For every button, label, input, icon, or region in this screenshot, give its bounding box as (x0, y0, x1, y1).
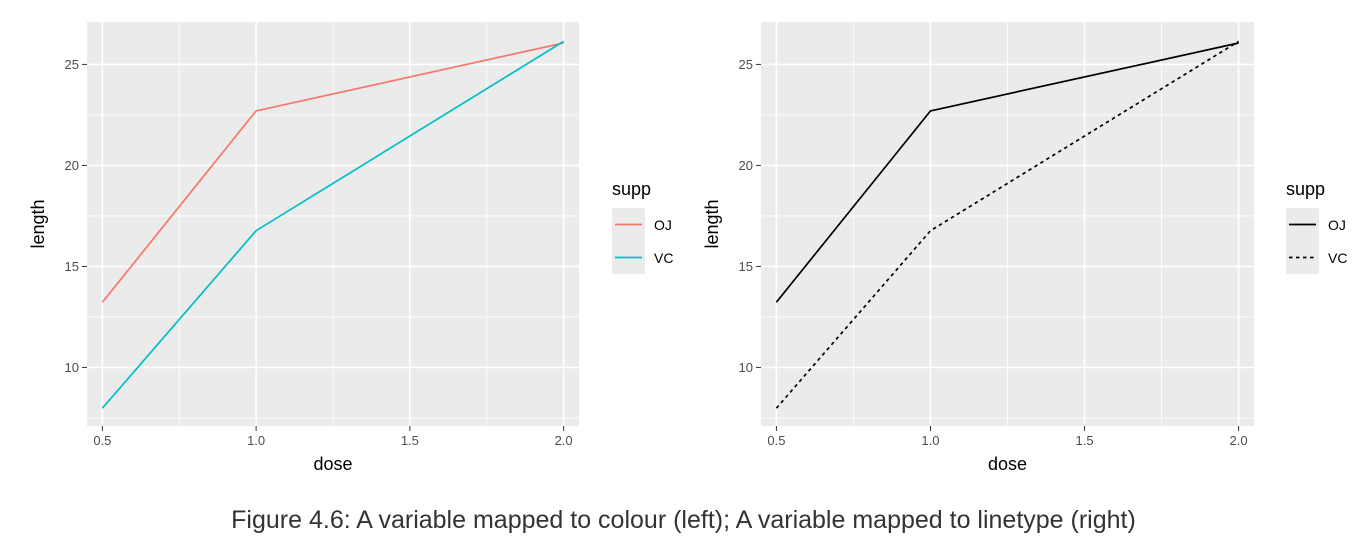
y-axis-title: length (702, 199, 722, 248)
y-tick-label: 25 (65, 57, 79, 72)
x-tick-label: 0.5 (767, 433, 785, 448)
legend-title: supp (1286, 179, 1325, 199)
x-tick-label: 2.0 (1230, 433, 1248, 448)
y-axis-title: length (28, 199, 48, 248)
x-tick-label: 2.0 (555, 433, 573, 448)
x-tick-label: 1.5 (401, 433, 419, 448)
x-tick-label: 1.5 (1075, 433, 1093, 448)
y-tick-label: 20 (739, 158, 753, 173)
legend-label-oj: OJ (1328, 217, 1346, 233)
x-axis-title: dose (988, 454, 1027, 474)
legend-label-oj: OJ (654, 217, 672, 233)
legend-title: supp (612, 179, 651, 199)
figure-caption: Figure 4.6: A variable mapped to colour … (231, 506, 1136, 534)
y-tick-label: 10 (65, 360, 79, 375)
y-tick-label: 15 (65, 259, 79, 274)
chart-panel-right: 0.5 1.0 1.5 2.0 10 15 20 25 dose length supp OJ VC (702, 22, 1347, 474)
series-line-vc (101, 40, 565, 409)
y-tick-label: 15 (739, 259, 753, 274)
x-axis-title: dose (313, 454, 352, 474)
legend-label-vc: VC (654, 250, 673, 266)
x-tick-label: 1.0 (921, 433, 939, 448)
y-tick-label: 20 (65, 158, 79, 173)
legend: supp OJ VC (1286, 179, 1347, 274)
x-tick-label: 1.0 (247, 433, 265, 448)
legend: supp OJ VC (612, 179, 673, 274)
series-line-oj (775, 42, 1239, 303)
series-line-oj (101, 42, 564, 303)
y-tick-label: 25 (739, 57, 753, 72)
y-tick-label: 10 (739, 360, 753, 375)
series-line-vc (775, 40, 1240, 409)
chart-panel-left: 0.5 1.0 1.5 2.0 10 15 20 25 dose length supp OJ VC (28, 22, 673, 474)
x-tick-label: 0.5 (93, 433, 111, 448)
legend-label-vc: VC (1328, 250, 1347, 266)
